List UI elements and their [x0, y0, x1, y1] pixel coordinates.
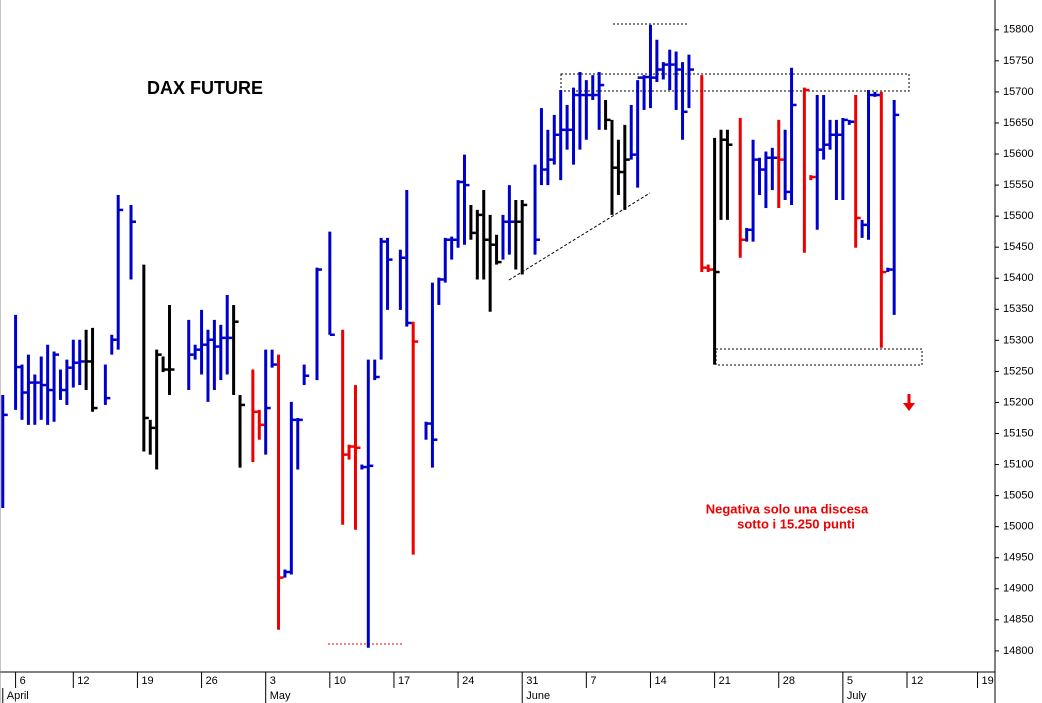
y-tick-label: 15750	[1003, 55, 1034, 67]
chart-title: DAX FUTURE	[147, 78, 263, 98]
x-tick-label: 5	[847, 675, 853, 687]
x-tick-label: 14	[654, 675, 666, 687]
x-tick-label: 26	[206, 675, 218, 687]
x-tick-label: 17	[398, 675, 410, 687]
month-label: June	[526, 690, 550, 702]
y-tick-label: 15050	[1003, 490, 1034, 502]
x-tick-label: 6	[20, 675, 26, 687]
y-tick-label: 15200	[1003, 396, 1034, 408]
y-tick-label: 15250	[1003, 365, 1034, 377]
x-tick-label: 7	[590, 675, 596, 687]
y-tick-label: 15350	[1003, 303, 1034, 315]
x-tick-label: 24	[462, 675, 474, 687]
y-tick-label: 15600	[1003, 148, 1034, 160]
y-tick-label: 15650	[1003, 117, 1034, 129]
trend-line	[508, 192, 651, 281]
x-tick-label: 28	[783, 675, 795, 687]
y-tick-label: 14900	[1003, 583, 1034, 595]
resistance-box	[560, 73, 910, 92]
annotation: Negativa solo una discesa	[706, 501, 869, 516]
x-tick-label: 3	[270, 675, 276, 687]
y-tick-label: 15700	[1003, 86, 1034, 98]
month-label: July	[847, 690, 867, 702]
y-tick-label: 15100	[1003, 458, 1034, 470]
y-tick-label: 14800	[1003, 645, 1034, 657]
y-tick-label: 15300	[1003, 334, 1034, 346]
x-tick-label: 12	[77, 675, 89, 687]
x-tick-label: 21	[719, 675, 731, 687]
x-tick-label: 19	[982, 675, 994, 687]
y-tick-label: 15550	[1003, 179, 1034, 191]
y-tick-label: 15150	[1003, 427, 1034, 439]
month-label: April	[7, 690, 29, 702]
x-tick-label: 31	[526, 675, 538, 687]
y-tick-label: 14950	[1003, 552, 1034, 564]
y-tick-label: 15400	[1003, 272, 1034, 284]
down-arrow	[903, 394, 915, 411]
y-tick-label: 14850	[1003, 614, 1034, 626]
annotation: sotto i 15.250 punti	[737, 516, 855, 531]
y-tick-label: 15000	[1003, 521, 1034, 533]
y-tick-label: 15500	[1003, 210, 1034, 222]
month-label: May	[270, 690, 291, 702]
x-tick-label: 10	[334, 675, 346, 687]
y-tick-label: 15800	[1003, 24, 1034, 36]
x-tick-label: 19	[141, 675, 153, 687]
y-tick-label: 15450	[1003, 241, 1034, 253]
x-tick-label: 12	[911, 675, 923, 687]
